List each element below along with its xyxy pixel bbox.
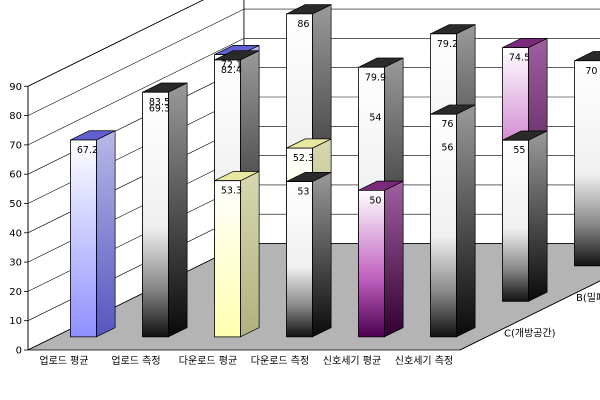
bar-front [70,139,97,338]
depth-axis-series-labels: A(AP 부근)B(밀폐공간)C(개방공간) [459,280,600,351]
y-tick-label: 90 [9,82,22,93]
y-tick-label: 40 [9,228,22,239]
category-label: 업로드 평균 [39,354,88,367]
category-label: 업로드 측정 [111,354,160,367]
bar-front [142,91,169,338]
bar-side [456,104,476,338]
bar-front [358,189,385,338]
y-tick-label: 30 [9,258,22,269]
gridline-side [27,67,245,175]
bar-side [384,180,404,338]
data-label: 79.9 [365,72,386,83]
y-tick-label: 0 [16,346,22,357]
bar-front [430,113,457,338]
gridline-side [27,126,245,234]
gridline-side [27,184,245,292]
data-label: 67.2 [77,145,98,156]
bar-side [96,130,116,338]
data-labels: 72.1 86 54 79.2 74.5 70 69.3 82.4 52.3 79.9 56 55 67… [77,19,598,206]
y-tick-label: 10 [9,316,22,327]
bar-A(AP 부근)-5 [574,51,600,267]
data-label: 50 [369,195,381,206]
data-label: 55 [513,145,525,156]
bar-C(개방공간)-0 [70,130,116,338]
bar-side [528,130,548,302]
y-tick-label: 20 [9,287,22,298]
bar-C(개방공간)-2 [214,170,260,338]
category-label: 신호세기 측정 [395,355,453,367]
category-label: 다운로드 평균 [179,355,237,367]
data-label: 52.3 [293,153,314,164]
y-axis-ticks: 0 10 20 30 40 50 60 70 80 90 [9,82,29,357]
bars [70,4,600,338]
bar-C(개방공간)-4 [358,180,404,338]
bar-C(개방공간)-3 [286,171,332,338]
data-label: 79.2 [437,39,458,50]
gridline-side [27,213,245,321]
gridline-side [27,8,245,116]
data-label: 54 [369,113,381,124]
category-label: 다운로드 측정 [251,355,309,367]
bar-side [240,170,260,338]
data-label: 56 [441,142,453,153]
data-label: 69.3 [149,103,170,114]
gridline-side [27,0,204,87]
gridline-side [27,96,245,204]
bar-C(개방공간)-5 [430,104,476,338]
y-tick-label: 50 [9,199,22,210]
bar-front [286,181,313,338]
bar-front [502,139,529,302]
series-label: C(개방공간) [504,327,556,339]
data-label: 53 [297,187,309,198]
bar-side [168,82,188,338]
depth-axis-line [459,280,600,351]
series-label: B(밀폐공간) [576,292,600,304]
data-label: 72.1 [221,60,242,71]
gridline-side [27,38,245,146]
bar-front [214,180,241,338]
data-label: 74.5 [509,53,530,64]
y-tick-label: 80 [9,111,22,122]
data-label: 82.4 [221,65,242,76]
data-label: 76 [441,119,453,130]
y-tick-label: 70 [9,140,22,151]
data-label: 86 [297,19,309,30]
x-axis-categories: 업로드 평균 업로드 측정 다운로드 평균 다운로드 측정 신호세기 평균 신호세기 측정 [39,354,453,367]
data-label: 70 [585,66,597,77]
bar-C(개방공간)-1 [142,82,188,338]
bar-B(밀폐공간)-5 [502,130,548,302]
category-label: 신호세기 평균 [323,355,381,367]
bar-front [574,60,600,267]
data-label: 53.3 [221,186,242,197]
bar-side [312,171,332,338]
gridline-side [27,155,245,263]
data-label: 83.5 [149,97,170,108]
y-tick-label: 60 [9,170,22,181]
